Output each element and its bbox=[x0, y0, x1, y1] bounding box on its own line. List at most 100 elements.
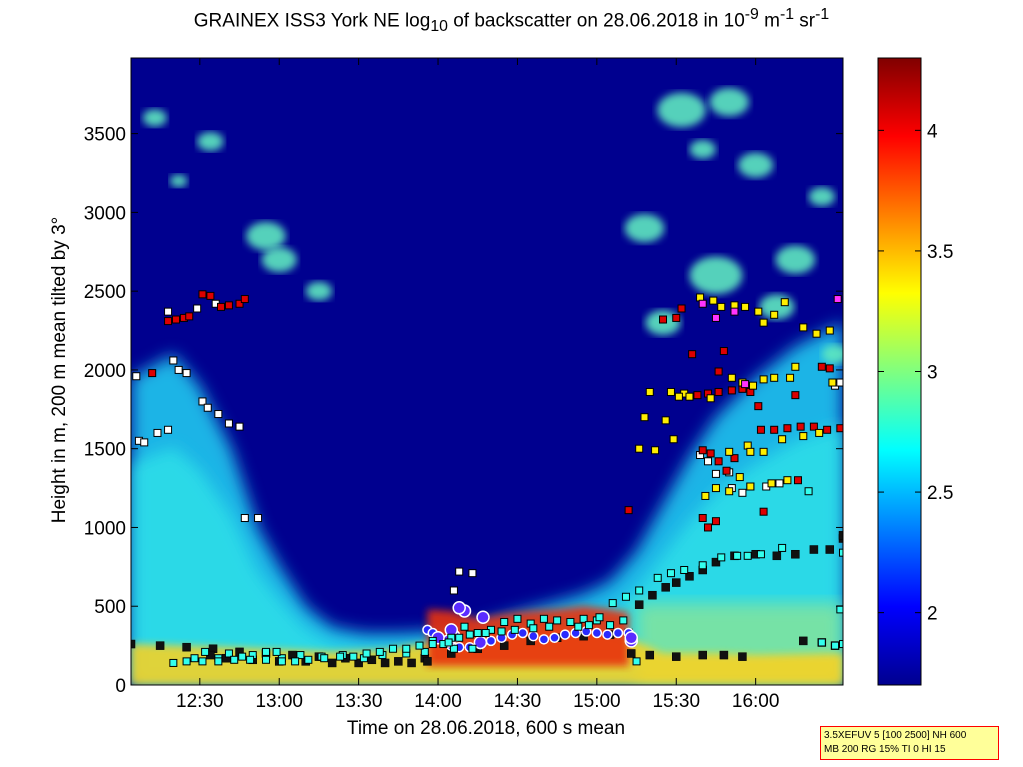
marker-cyan bbox=[246, 655, 255, 664]
title-subscript: 10 bbox=[430, 18, 448, 36]
marker-yellow bbox=[770, 310, 779, 319]
layer-markers bbox=[131, 290, 843, 668]
marker-red bbox=[714, 367, 723, 376]
colorbar-tick-label: 2.5 bbox=[927, 483, 953, 504]
marker-yellow bbox=[812, 329, 821, 338]
marker-yellow bbox=[759, 375, 768, 384]
marker-cyan bbox=[389, 644, 398, 653]
marker-cyan bbox=[574, 622, 583, 631]
x-tick-label: 16:00 bbox=[732, 691, 780, 712]
marker-yellow bbox=[791, 362, 800, 371]
marker-cyan bbox=[261, 647, 270, 656]
marker-white bbox=[164, 425, 173, 434]
marker-series-cyan bbox=[169, 487, 843, 667]
marker-cyan bbox=[635, 586, 644, 595]
marker-cyan bbox=[539, 614, 548, 623]
marker-yellow bbox=[749, 381, 758, 390]
trace-marker bbox=[661, 583, 670, 592]
marker-magenta bbox=[730, 307, 739, 316]
cloud-patch bbox=[808, 187, 836, 207]
marker-cyan bbox=[336, 652, 345, 661]
marker-magenta bbox=[711, 313, 720, 322]
marker-cyan bbox=[473, 629, 482, 638]
marker-yellow bbox=[635, 444, 644, 453]
marker-white bbox=[455, 567, 464, 576]
marker-yellow bbox=[709, 296, 718, 305]
trace-marker bbox=[327, 658, 337, 668]
info-line-2: MB 200 RG 15% TI 0 HI 15 bbox=[824, 744, 946, 755]
marker-red bbox=[216, 302, 225, 311]
blue-ring-marker bbox=[612, 627, 624, 639]
marker-white bbox=[235, 422, 244, 431]
marker-red bbox=[698, 446, 707, 455]
trace-marker bbox=[394, 657, 403, 666]
title-exponent-3: -1 bbox=[815, 6, 830, 23]
cloud-patch bbox=[261, 247, 297, 273]
cloud-patch bbox=[689, 139, 716, 159]
x-axis-label: Time on 28.06.2018, 600 s mean bbox=[346, 718, 626, 739]
marker-red bbox=[791, 391, 800, 400]
trace-marker bbox=[719, 650, 729, 660]
trace-marker bbox=[155, 641, 165, 650]
marker-red bbox=[704, 523, 713, 532]
marker-cyan bbox=[606, 621, 615, 630]
marker-red bbox=[148, 369, 157, 378]
trace-marker bbox=[809, 545, 819, 554]
marker-yellow bbox=[717, 302, 726, 311]
marker-white bbox=[214, 410, 223, 419]
marker-yellow bbox=[799, 323, 808, 332]
marker-cyan bbox=[460, 622, 469, 631]
cloud-patch bbox=[657, 92, 706, 128]
colorbar-ticks: 2 2.5 3 3.5 4 bbox=[878, 121, 953, 625]
trace-marker bbox=[698, 650, 707, 660]
marker-yellow bbox=[711, 484, 720, 493]
marker-red bbox=[783, 424, 792, 433]
marker-yellow bbox=[746, 482, 755, 491]
marker-yellow bbox=[727, 373, 736, 382]
marker-yellow bbox=[828, 378, 837, 387]
trace-marker bbox=[825, 545, 835, 554]
trace-marker bbox=[738, 652, 747, 661]
blue-ring-marker bbox=[528, 630, 539, 642]
marker-yellow bbox=[786, 373, 795, 382]
marker-cyan bbox=[553, 616, 562, 625]
marker-red bbox=[706, 449, 715, 458]
blue-ring-marker bbox=[538, 634, 550, 645]
colorbar bbox=[877, 57, 922, 686]
marker-magenta bbox=[833, 295, 842, 304]
marker-red bbox=[714, 387, 723, 396]
marker-cyan bbox=[632, 657, 641, 666]
marker-red bbox=[825, 364, 834, 373]
marker-cyan bbox=[513, 614, 522, 623]
marker-cyan bbox=[277, 657, 286, 666]
trace-marker bbox=[799, 636, 808, 646]
marker-yellow bbox=[685, 392, 694, 401]
x-tick-label: 14:30 bbox=[494, 691, 542, 712]
y-tick-label: 2000 bbox=[84, 361, 126, 382]
marker-cyan bbox=[584, 621, 593, 630]
marker-magenta bbox=[741, 380, 750, 389]
title-exponent-2: -1 bbox=[779, 6, 795, 23]
marker-yellow bbox=[778, 435, 787, 444]
marker-cyan bbox=[420, 647, 429, 656]
marker-red bbox=[659, 315, 668, 324]
marker-yellow bbox=[661, 416, 670, 425]
marker-white bbox=[704, 457, 713, 466]
trace-marker bbox=[791, 549, 800, 559]
marker-yellow bbox=[815, 428, 824, 437]
marker-red bbox=[817, 362, 826, 371]
marker-cyan bbox=[743, 551, 752, 560]
marker-cyan bbox=[224, 649, 233, 658]
blue-ring-marker bbox=[485, 635, 497, 647]
marker-white bbox=[198, 397, 207, 406]
marker-cyan bbox=[238, 652, 247, 661]
marker-cyan bbox=[444, 638, 453, 647]
cloud-patch bbox=[709, 87, 750, 117]
marker-cyan bbox=[296, 651, 305, 660]
marker-cyan bbox=[428, 640, 437, 649]
marker-yellow bbox=[754, 307, 763, 316]
colorbar-tick-label: 4 bbox=[927, 121, 938, 142]
x-axis: 12:30 13:00 13:30 14:00 14:30 15:00 15:30 16:00 bbox=[176, 58, 779, 712]
title-text-2: of backscatter on 28.06.2018 in 10 bbox=[447, 10, 745, 32]
marker-yellow bbox=[651, 446, 660, 455]
